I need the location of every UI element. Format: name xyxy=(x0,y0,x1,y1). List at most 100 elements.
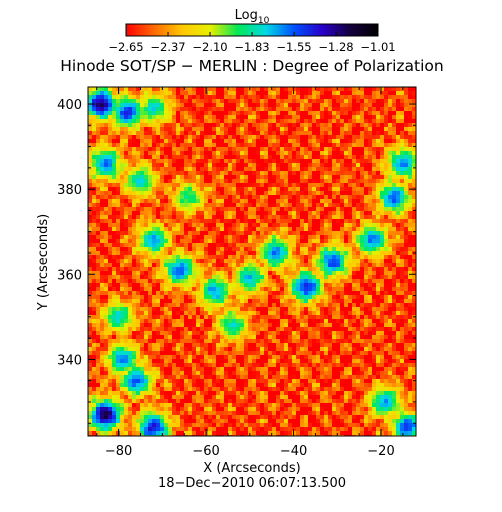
heatmap-cell xyxy=(152,171,157,176)
heatmap-cell xyxy=(328,227,333,232)
heatmap-cell xyxy=(260,171,265,176)
heatmap-cell xyxy=(172,107,177,112)
heatmap-cell xyxy=(268,259,273,264)
heatmap-cell xyxy=(224,195,229,200)
heatmap-cell xyxy=(88,215,93,220)
heatmap-cell xyxy=(272,103,277,108)
heatmap-cell xyxy=(116,243,121,248)
heatmap-cell xyxy=(336,167,341,172)
heatmap-cell xyxy=(400,263,405,268)
heatmap-cell xyxy=(284,203,289,208)
heatmap-cell xyxy=(272,267,277,272)
heatmap-cell xyxy=(224,311,229,316)
heatmap-cell xyxy=(256,327,261,332)
heatmap-cell xyxy=(184,107,189,112)
heatmap-cell xyxy=(304,87,309,92)
heatmap-cell xyxy=(216,231,221,236)
heatmap-cell xyxy=(104,311,109,316)
heatmap-cell xyxy=(336,251,341,256)
heatmap-cell xyxy=(380,155,385,160)
heatmap-cell xyxy=(372,199,377,204)
heatmap-cell xyxy=(372,203,377,208)
heatmap-cell xyxy=(220,127,225,132)
heatmap-cell xyxy=(396,295,401,300)
heatmap-cell xyxy=(188,103,193,108)
heatmap-cell xyxy=(176,179,181,184)
heatmap-cell xyxy=(108,99,113,104)
heatmap-cell xyxy=(348,231,353,236)
heatmap-cell xyxy=(380,91,385,96)
heatmap-cell xyxy=(100,187,105,192)
heatmap-cell xyxy=(408,87,413,92)
heatmap-cell xyxy=(108,131,113,136)
heatmap-cell xyxy=(288,327,293,332)
heatmap-cell xyxy=(240,195,245,200)
heatmap-cell xyxy=(88,107,93,112)
heatmap-cell xyxy=(220,131,225,136)
heatmap-cell xyxy=(388,151,393,156)
heatmap-cell xyxy=(200,91,205,96)
heatmap-cell xyxy=(164,151,169,156)
heatmap-cell xyxy=(212,139,217,144)
heatmap-cell xyxy=(176,143,181,148)
heatmap-cell xyxy=(372,215,377,220)
heatmap-cell xyxy=(200,167,205,172)
heatmap-cell xyxy=(308,235,313,240)
heatmap-cell xyxy=(344,259,349,264)
heatmap-cell xyxy=(216,131,221,136)
heatmap-cell xyxy=(132,319,137,324)
heatmap-cell xyxy=(384,263,389,268)
heatmap-cell xyxy=(292,251,297,256)
heatmap-cell xyxy=(176,207,181,212)
heatmap-cell xyxy=(240,183,245,188)
heatmap-cell xyxy=(412,175,416,180)
heatmap-cell xyxy=(364,203,369,208)
heatmap-cell xyxy=(304,327,309,332)
heatmap-cell xyxy=(144,127,149,132)
heatmap-cell xyxy=(316,311,321,316)
heatmap-cell xyxy=(404,267,409,272)
heatmap-cell xyxy=(288,187,293,192)
heatmap-cell xyxy=(312,327,317,332)
heatmap-cell xyxy=(380,151,385,156)
heatmap-cell xyxy=(152,259,157,264)
heatmap-cell xyxy=(92,159,97,164)
heatmap-cell xyxy=(388,295,393,300)
heatmap-cell xyxy=(308,159,313,164)
heatmap-cell xyxy=(412,295,416,300)
heatmap-cell xyxy=(292,243,297,248)
heatmap-cell xyxy=(384,303,389,308)
heatmap-cell xyxy=(128,271,133,276)
heatmap-cell xyxy=(164,307,169,312)
heatmap-cell xyxy=(200,235,205,240)
heatmap-cell xyxy=(100,271,105,276)
heatmap-cell xyxy=(148,291,153,296)
heatmap-cell xyxy=(232,147,237,152)
heatmap-cell xyxy=(340,191,345,196)
heatmap-cell xyxy=(164,159,169,164)
heatmap-cell xyxy=(316,187,321,192)
colorbar-title: Log10 xyxy=(235,8,270,26)
heatmap-cell xyxy=(316,251,321,256)
heatmap-cell xyxy=(316,227,321,232)
heatmap-cell xyxy=(380,95,385,100)
heatmap-cell xyxy=(276,251,281,256)
heatmap-cell xyxy=(120,287,125,292)
heatmap-cell xyxy=(272,95,277,100)
heatmap-cell xyxy=(220,243,225,248)
heatmap-cell xyxy=(124,291,129,296)
heatmap-cell xyxy=(304,311,309,316)
heatmap-cell xyxy=(124,123,129,128)
heatmap-cell xyxy=(124,203,129,208)
heatmap-cell xyxy=(324,151,329,156)
heatmap-cell xyxy=(352,263,357,268)
heatmap-cell xyxy=(356,323,361,328)
heatmap-cell xyxy=(408,119,413,124)
heatmap-cell xyxy=(128,315,133,320)
heatmap-cell xyxy=(180,307,185,312)
heatmap-cell xyxy=(396,143,401,148)
heatmap-cell xyxy=(100,259,105,264)
heatmap-cell xyxy=(320,151,325,156)
heatmap-cell xyxy=(280,131,285,136)
heatmap-cell xyxy=(380,235,385,240)
